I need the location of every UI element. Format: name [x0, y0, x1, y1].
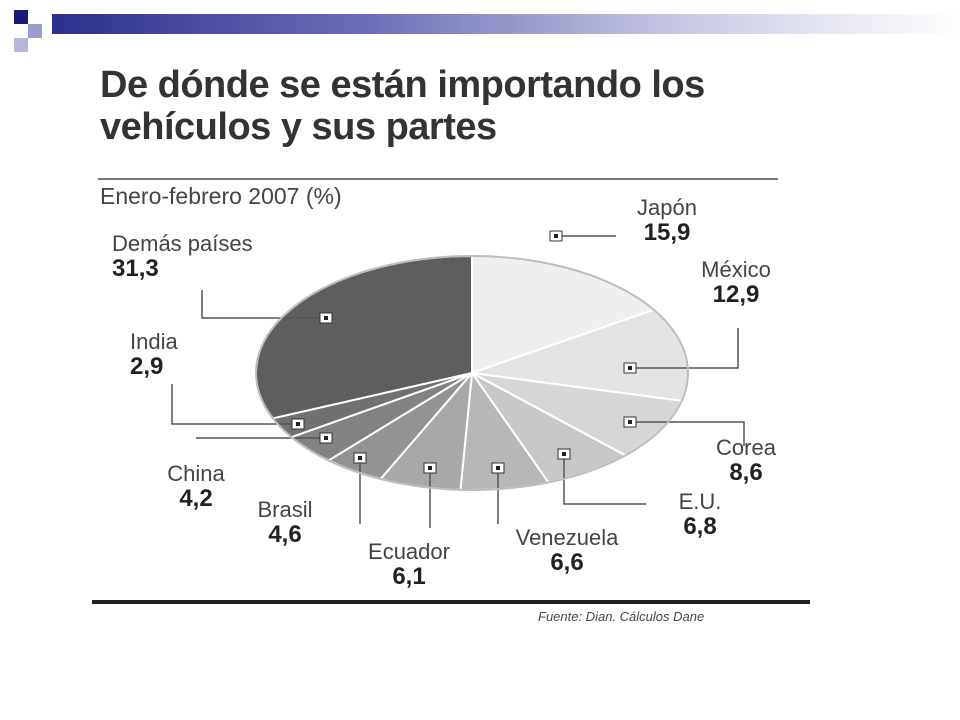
label-japon-value: 15,9: [643, 219, 691, 246]
leader-line-8: [171, 384, 298, 425]
label-ecuador-value: 6,1: [392, 563, 426, 590]
label-demas-paises: Demás países 31,3: [112, 232, 332, 282]
slice-marker-dot-8: [296, 422, 300, 426]
slide-square-light: [28, 24, 42, 38]
label-demas-paises-value: 31,3: [112, 255, 159, 282]
title-divider: [98, 178, 778, 180]
label-venezuela: Venezuela 6,6: [484, 526, 650, 576]
label-india-name: India: [130, 329, 178, 354]
label-india-value: 2,9: [130, 353, 164, 380]
leader-line-9: [201, 290, 326, 319]
label-china-name: China: [167, 461, 225, 486]
slice-marker-dot-7: [324, 436, 328, 440]
slice-marker-dot-6: [358, 456, 362, 460]
label-china-value: 4,2: [179, 485, 213, 512]
slice-marker-dot-9: [324, 316, 328, 320]
chart-title: De dónde se están importando los vehícul…: [100, 64, 705, 148]
slice-marker-dot-5: [428, 466, 432, 470]
slice-marker-dot-3: [562, 452, 566, 456]
label-mexico: México 12,9: [676, 258, 796, 308]
slice-marker-dot-2: [628, 420, 632, 424]
leader-line-1: [630, 328, 739, 369]
slide-square-dark: [14, 10, 28, 24]
label-ecuador-name: Ecuador: [368, 539, 450, 564]
slice-marker-dot-1: [628, 366, 632, 370]
label-eu: E.U. 6,8: [660, 490, 740, 540]
slice-marker-dot-0: [554, 234, 558, 238]
label-corea-name: Corea: [716, 435, 776, 460]
label-corea-value: 8,6: [729, 459, 763, 486]
slide-square-light-2: [14, 38, 28, 52]
pie-rim: [255, 255, 689, 491]
chart-subtitle: Enero-febrero 2007 (%): [100, 183, 342, 209]
label-mexico-value: 12,9: [712, 281, 760, 308]
slice-marker-dot-4: [496, 466, 500, 470]
label-ecuador: Ecuador 6,1: [344, 540, 474, 590]
label-venezuela-value: 6,6: [550, 549, 584, 576]
label-eu-value: 6,8: [683, 513, 717, 540]
label-eu-name: E.U.: [678, 489, 722, 514]
label-india: India 2,9: [130, 330, 220, 380]
label-corea: Corea 8,6: [696, 436, 796, 486]
label-brasil: Brasil 4,6: [240, 498, 330, 548]
label-brasil-name: Brasil: [257, 497, 313, 522]
label-brasil-value: 4,6: [268, 521, 302, 548]
label-venezuela-name: Venezuela: [515, 525, 619, 550]
label-japon-name: Japón: [637, 195, 697, 220]
label-japon: Japón 15,9: [612, 196, 722, 246]
label-demas-paises-name: Demás países: [112, 231, 253, 256]
source-note: Fuente: Dian. Cálculos Dane: [538, 609, 705, 624]
label-mexico-name: México: [701, 257, 771, 282]
label-china: China 4,2: [148, 462, 244, 512]
footer-rule: [92, 600, 810, 604]
slide-header-bar: [52, 14, 960, 34]
leader-line-3: [563, 454, 646, 505]
